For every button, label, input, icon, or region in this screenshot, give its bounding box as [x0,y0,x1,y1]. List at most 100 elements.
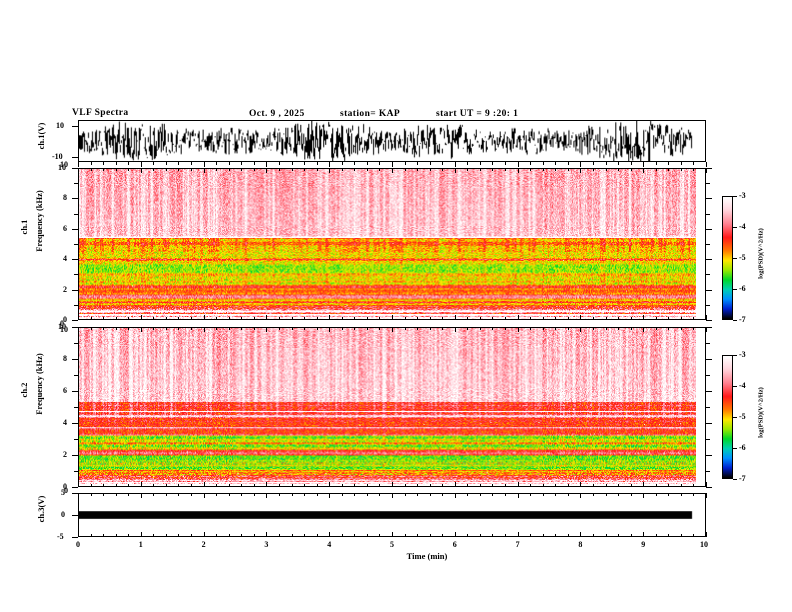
axis-tick [518,162,519,167]
ch3-ytick-5: 5 [61,488,65,497]
axis-tick [555,162,556,165]
axis-tick [254,162,255,165]
ch2-ytick-0: 0 [63,482,67,491]
axis-tick [706,375,710,376]
ch1-spec-top-dup: 10 [60,160,68,169]
x-tick-label-5: 5 [390,540,394,549]
axis-tick [706,320,712,321]
axis-tick [266,162,267,167]
axis-tick [706,359,712,360]
axis-tick [329,162,330,167]
axis-tick [706,439,710,440]
ch1-ytick-2: 2 [63,285,67,294]
axis-tick [706,259,712,260]
axis-tick [467,162,468,165]
axis-tick [733,320,737,321]
axis-tick [178,162,179,165]
ch2-spec-top-dup: 10 [60,325,68,334]
axis-tick [733,258,737,259]
ch2-ytick-8: 8 [63,354,67,363]
axis-tick [706,214,710,215]
axis-tick [706,168,712,169]
colorbar-ch1-label: log(PSD)(V^2/Hz) [757,228,765,279]
axis-tick [706,407,710,408]
x-tick-label-7: 7 [515,540,520,549]
axis-tick [706,532,707,537]
colorbar-ch1 [722,196,733,320]
axis-tick [392,162,393,167]
axis-tick [706,183,710,184]
ch2-spec-bottom-dup: 0 [64,486,68,495]
axis-tick [631,162,632,165]
axis-tick [706,305,710,306]
axis-tick [367,162,368,165]
x-tick-label-3: 3 [264,540,269,549]
axis-tick [204,162,205,167]
axis-tick [72,320,78,321]
axis-tick [103,162,104,165]
axis-tick [153,162,154,165]
axis-tick [733,479,737,480]
axis-tick [505,162,506,165]
axis-tick [706,455,712,456]
colorbar-ch2-tick--7: -7 [739,474,746,483]
ch1-ytick-6: 6 [63,224,67,233]
ch3-waveform-panel [78,493,706,537]
axis-tick [681,162,682,165]
axis-tick [455,162,456,167]
axis-tick [706,343,710,344]
ch2-spec-label-top: ch.2 [19,382,29,398]
colorbar-ch2-tick--6: -6 [739,443,746,452]
x-tick-label-1: 1 [138,540,143,549]
axis-tick [78,162,79,167]
ch1-spec-label-bottom: Frequency (kHz) [34,190,44,252]
axis-tick [442,162,443,165]
axis-tick [706,274,710,275]
axis-tick [733,448,737,449]
axis-tick [141,162,142,167]
axis-tick [191,162,192,165]
axis-tick [733,196,737,197]
axis-tick [492,162,493,165]
ch1-ytick-10: 10 [56,121,64,130]
axis-tick [166,162,167,165]
axis-tick [116,162,117,165]
axis-tick [279,162,280,165]
axis-tick [706,229,712,230]
axis-tick [733,227,737,228]
axis-tick [342,162,343,165]
ch3-ytick-0: 0 [61,510,65,519]
axis-tick [618,162,619,165]
colorbar-ch2-tick--5: -5 [739,412,746,421]
axis-tick [417,162,418,165]
plot-title: VLF Spectra [72,108,129,118]
colorbar-ch2-tick--3: -3 [739,350,746,359]
axis-tick [668,162,669,165]
axis-tick [706,290,712,291]
ch1-waveform-trace [79,121,705,161]
colorbar-ch1-tick--4: -4 [739,222,746,231]
axis-tick [706,471,710,472]
axis-tick [733,417,737,418]
axis-tick [317,162,318,165]
colorbar-ch2-tick--4: -4 [739,381,746,390]
axis-tick [72,487,78,488]
axis-tick [128,162,129,165]
ch1-ytick-4: 4 [63,254,67,263]
ch1-ytick-10: 10 [58,163,66,172]
x-axis-label: Time (min) [406,551,448,561]
axis-tick [216,162,217,165]
colorbar-ch1-tick--3: -3 [739,191,746,200]
axis-tick [706,162,707,167]
x-tick-label-0: 0 [76,540,80,549]
axis-tick [354,162,355,165]
ch2-ytick-2: 2 [63,450,67,459]
axis-tick [430,162,431,165]
axis-tick [706,487,712,488]
ch1-ytick-8: 8 [63,193,67,202]
ch1-spec-bottom-dup: 0 [60,319,64,328]
axis-tick [405,162,406,165]
ch2-spec-label-bottom: Frequency (kHz) [34,353,44,415]
axis-tick [706,327,707,332]
axis-tick [706,198,712,199]
